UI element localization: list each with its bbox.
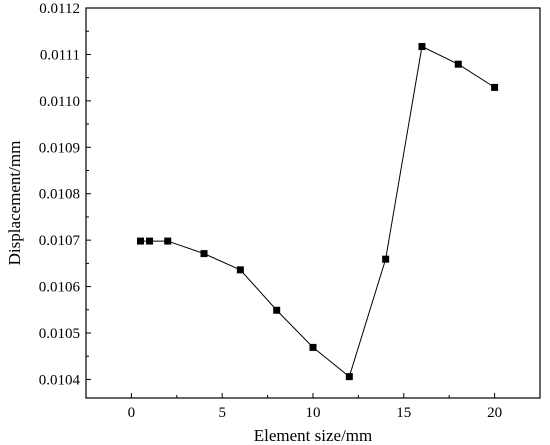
data-point-marker	[146, 237, 154, 245]
x-tick-label: 5	[218, 405, 226, 421]
data-point-marker	[273, 306, 281, 314]
series-layer	[136, 43, 499, 381]
data-point-marker	[309, 343, 317, 351]
x-tick-label: 10	[306, 405, 321, 421]
data-point-marker	[236, 266, 244, 274]
data-point-marker	[200, 250, 208, 258]
y-tick-label: 0.0107	[39, 233, 81, 249]
x-axis-label: Element size/mm	[254, 426, 373, 445]
x-tick-label: 0	[128, 405, 136, 421]
x-axis-ticks: 0 5 10 15 20	[85, 393, 541, 421]
plot-frame	[85, 7, 541, 399]
y-axis-label: Displacement/mm	[5, 141, 24, 266]
y-tick-label: 0.0105	[39, 326, 80, 342]
y-tick-label: 0.0108	[39, 187, 80, 203]
data-point-marker	[164, 237, 172, 245]
data-point-marker	[136, 237, 144, 245]
data-point-marker	[345, 373, 353, 381]
y-tick-label: 0.0111	[40, 47, 80, 63]
data-point-marker	[491, 83, 499, 91]
y-tick-label: 0.0110	[39, 94, 80, 110]
data-point-marker	[454, 60, 462, 68]
y-tick-label: 0.0109	[39, 140, 80, 156]
x-tick-label: 15	[396, 405, 411, 421]
y-tick-label: 0.0112	[39, 1, 80, 17]
y-tick-label: 0.0104	[39, 372, 81, 388]
x-tick-label: 20	[487, 405, 502, 421]
axes-frame	[85, 7, 541, 399]
data-point-marker	[382, 255, 390, 263]
data-point-marker	[418, 43, 426, 51]
y-axis-ticks: 0.0104 0.0105 0.0106 0.0107 0.0108 0.0109 0.01…	[39, 1, 91, 388]
series-line	[140, 45, 495, 378]
y-tick-label: 0.0106	[39, 280, 81, 296]
